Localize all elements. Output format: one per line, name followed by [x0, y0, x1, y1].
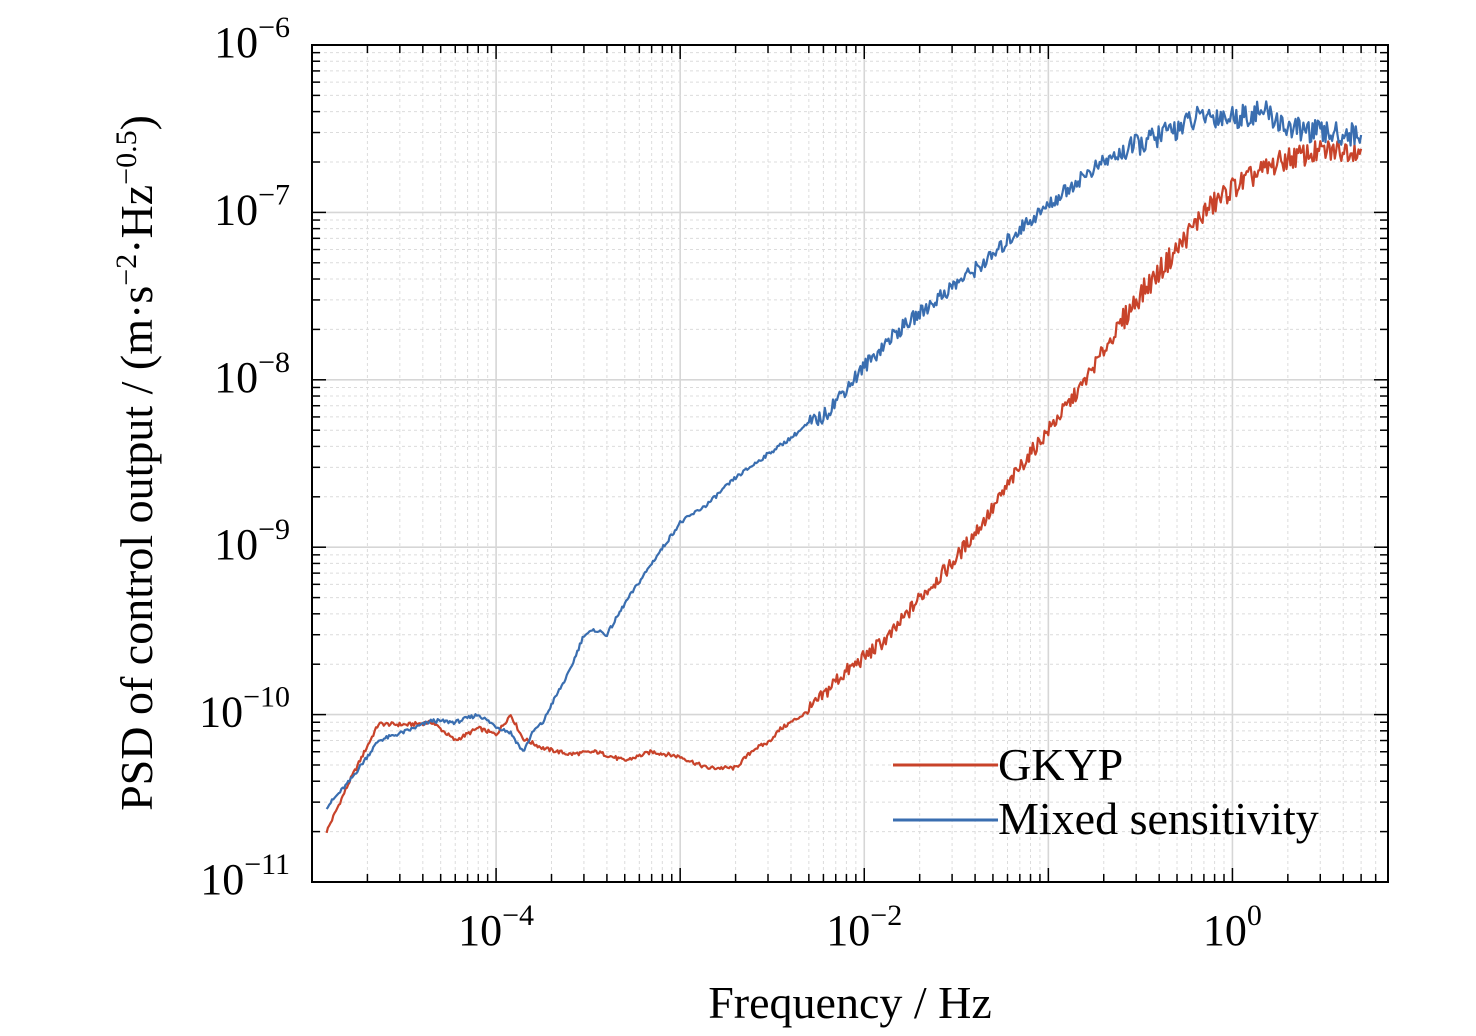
x-axis-title: Frequency / Hz: [708, 977, 992, 1028]
legend-label-mixed-sensitivity: Mixed sensitivity: [998, 793, 1319, 844]
y-axis-title: PSD of control output / (m·s−2·Hz−0.5): [110, 115, 163, 811]
ticks: [311, 44, 1389, 883]
y-tick-label: 10−6: [214, 11, 290, 67]
y-tick-label: 10−9: [214, 513, 290, 569]
series-line-mixed-sensitivity: [325, 100, 1363, 810]
series-layer: [325, 100, 1363, 834]
plot-frame: [311, 44, 1389, 883]
x-tick-label: 10−2: [826, 899, 902, 955]
x-tick-label: 10−4: [458, 899, 534, 955]
legend: GKYP Mixed sensitivity: [893, 739, 1319, 844]
y-tick-label: 10−11: [200, 848, 290, 904]
grid: [311, 44, 1389, 883]
tick-labels: 10−4 10−2 100 10−6 10−7 10−8 10−9 10−10 10−11: [199, 11, 1262, 955]
y-tick-label: 10−10: [199, 681, 290, 737]
legend-label-gkyp: GKYP: [998, 739, 1123, 790]
series-line-gkyp: [325, 140, 1363, 834]
y-tick-label: 10−7: [214, 178, 290, 234]
x-tick-label: 100: [1203, 899, 1262, 955]
y-tick-label: 10−8: [214, 346, 290, 402]
